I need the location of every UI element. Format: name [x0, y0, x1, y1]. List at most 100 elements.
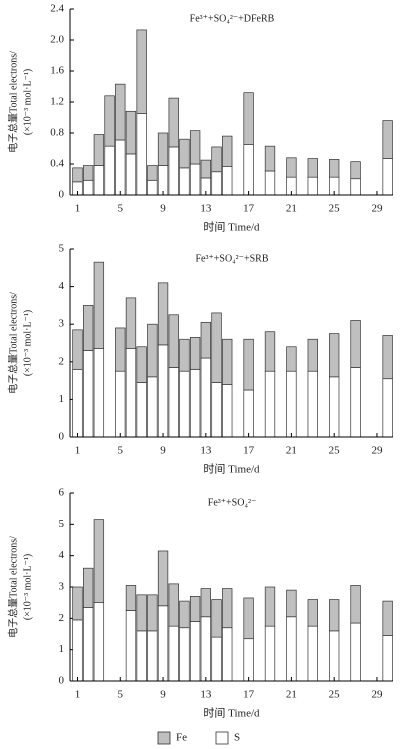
bar-segment [350, 622, 361, 682]
bar-segment [83, 607, 94, 682]
bar-segment [264, 145, 276, 172]
x-axis-label: 时间 Time/d [203, 221, 260, 234]
y-tick-label: 0 [59, 431, 65, 443]
bar-segment [168, 146, 179, 196]
bar-segment [350, 320, 361, 368]
bar-segment [93, 348, 105, 438]
bar-segment [286, 157, 297, 178]
y-tick-label: 2 [59, 612, 65, 624]
bar-segment [329, 159, 340, 178]
bar-segment [211, 382, 222, 438]
bar-segment [83, 165, 94, 181]
y-tick-label: 2 [59, 355, 65, 367]
x-tick-label: 17 [243, 445, 255, 457]
bar-segment [222, 627, 233, 682]
x-axis-label: 时间 Time/d [203, 463, 260, 476]
x-tick-label: 21 [286, 689, 297, 701]
bar-segment [307, 370, 318, 438]
bar-segment [222, 588, 233, 629]
bar-segment [200, 159, 211, 179]
y-tick-label: 5 [59, 518, 65, 530]
bar-segment [83, 179, 94, 196]
y-tick-label: 0.8 [50, 127, 64, 139]
bar-segment [157, 132, 169, 166]
x-tick-label: 29 [371, 689, 383, 701]
bar-segment [72, 167, 83, 183]
x-tick-label: 5 [118, 689, 124, 701]
bar-segment [93, 602, 105, 682]
bar-segment [115, 139, 126, 196]
bar-segment [93, 261, 105, 349]
bar-segment [200, 321, 211, 359]
bar-segment [136, 113, 147, 196]
y-tick-label: 6 [59, 487, 65, 499]
bar-segment [179, 167, 190, 196]
bar-segment [211, 146, 222, 173]
y-tick-label: 2.4 [50, 3, 64, 15]
bar-segment [307, 176, 318, 196]
bar-segment [286, 616, 297, 682]
y-axis-label: 电子总量Total electrons/ [6, 292, 19, 394]
bar-segment [168, 367, 179, 438]
bar-segment [286, 589, 297, 618]
y-tick-label: 3 [59, 581, 65, 593]
y-axis-label: 电子总量Total electrons/ [6, 51, 19, 153]
x-tick-label: 1 [75, 445, 81, 457]
x-tick-label: 21 [286, 203, 297, 215]
bar-segment [157, 282, 169, 346]
bar-segment [136, 29, 147, 114]
bar-segment [93, 519, 105, 604]
bar-segment [200, 357, 211, 438]
bar-segment [350, 367, 361, 438]
bar-segment [179, 627, 190, 682]
bar-segment [147, 165, 158, 181]
bar-segment [115, 370, 126, 438]
legend-label: S [234, 732, 240, 744]
bar-segment [168, 583, 179, 627]
chart-title: Fe³⁺+SO₄²⁻+SRB [195, 253, 268, 264]
legend-label: Fe [176, 732, 187, 744]
y-tick-label: 1.6 [50, 65, 64, 77]
bar-segment [307, 599, 318, 627]
y-tick-label: 1 [59, 393, 65, 405]
y-tick-label: 1.2 [50, 96, 64, 108]
bar-segment [329, 630, 340, 682]
bar-segment [264, 586, 276, 627]
y-tick-label: 0 [59, 189, 65, 201]
bar-segment [222, 338, 233, 385]
y-tick-label: 0 [59, 675, 65, 687]
bar-segment [211, 636, 222, 682]
y-tick-label: 5 [59, 243, 65, 255]
bar-segment [243, 638, 254, 682]
bar-segment [179, 370, 190, 438]
x-tick-label: 9 [160, 689, 166, 701]
x-tick-label: 5 [118, 445, 124, 457]
bar-segment [104, 95, 115, 147]
bar-segment [264, 625, 276, 682]
bar-segment [264, 170, 276, 196]
bar-segment [350, 585, 361, 624]
bar-segment [243, 597, 254, 640]
bar-segment [147, 630, 158, 682]
bar-segment [286, 346, 297, 372]
bar-segment [93, 134, 105, 166]
bar-segment [307, 158, 318, 178]
y-tick-label: 4 [59, 280, 65, 292]
bar-segment [115, 327, 126, 372]
bar-segment [125, 110, 137, 155]
x-axis-label: 时间 Time/d [203, 707, 260, 720]
bar-segment [200, 588, 211, 618]
bar-segment [125, 297, 137, 349]
bar-segment [264, 370, 276, 438]
bar-segment [136, 382, 147, 438]
bar-segment [147, 594, 158, 632]
bar-segment [157, 165, 169, 196]
bar-segment [211, 599, 222, 638]
bar-segment [307, 625, 318, 682]
x-tick-label: 13 [200, 203, 212, 215]
x-tick-label: 1 [75, 203, 81, 215]
chart-title: Fe³⁺+SO₄²⁻ [208, 497, 256, 508]
x-tick-label: 13 [200, 689, 212, 701]
y-tick-label: 0.4 [50, 158, 64, 170]
bar-segment [307, 338, 318, 372]
